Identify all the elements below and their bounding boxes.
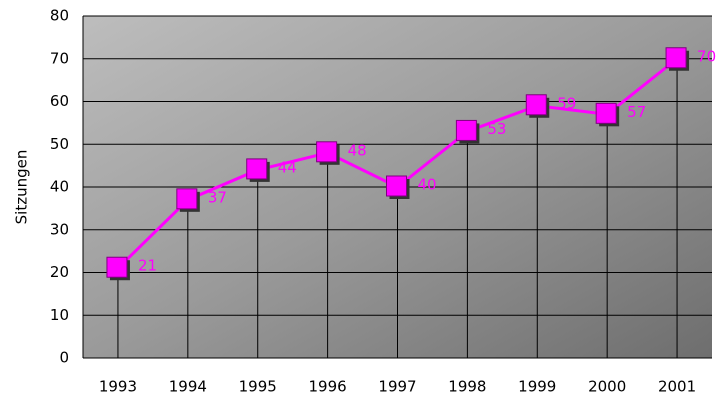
value-label: 40: [418, 176, 437, 194]
x-tick-label: 1997: [378, 378, 416, 396]
y-axis-label: Sitzungen: [13, 150, 31, 225]
x-tick-label: 2000: [588, 378, 626, 396]
x-tick-label: 1998: [448, 378, 486, 396]
value-label: 48: [348, 141, 367, 159]
y-tick-label: 0: [59, 349, 69, 367]
value-label: 59: [557, 94, 576, 112]
chart: Sitzungen 0 10 20 30 40 50 60 70 80 1993 1994 1995 1…: [0, 0, 720, 402]
value-label: 57: [627, 103, 646, 121]
value-label: 21: [138, 257, 157, 275]
marker: [666, 48, 686, 68]
y-tick-label: 20: [50, 263, 69, 281]
y-tick-label: 30: [50, 220, 69, 238]
marker: [387, 176, 407, 196]
y-tick-label: 10: [50, 306, 69, 324]
y-tick-label: 80: [50, 7, 69, 25]
x-tick-label: 1996: [309, 378, 347, 396]
marker: [177, 189, 197, 209]
marker: [526, 95, 546, 115]
y-tick-label: 60: [50, 92, 69, 110]
x-tick-label: 1995: [239, 378, 277, 396]
marker: [596, 103, 616, 123]
y-tick-label: 40: [50, 178, 69, 196]
value-label: 53: [487, 120, 506, 138]
value-label: 37: [208, 188, 227, 206]
marker: [107, 257, 127, 277]
y-tick-label: 50: [50, 135, 69, 153]
marker: [456, 120, 476, 140]
value-label: 44: [278, 158, 297, 176]
x-tick-label: 1993: [99, 378, 137, 396]
x-tick-label: 1999: [518, 378, 556, 396]
value-label: 70: [697, 47, 716, 65]
marker: [317, 142, 337, 162]
x-tick-label: 1994: [169, 378, 207, 396]
y-tick-label: 70: [50, 49, 69, 67]
marker: [247, 159, 267, 179]
x-tick-label: 2001: [658, 378, 696, 396]
